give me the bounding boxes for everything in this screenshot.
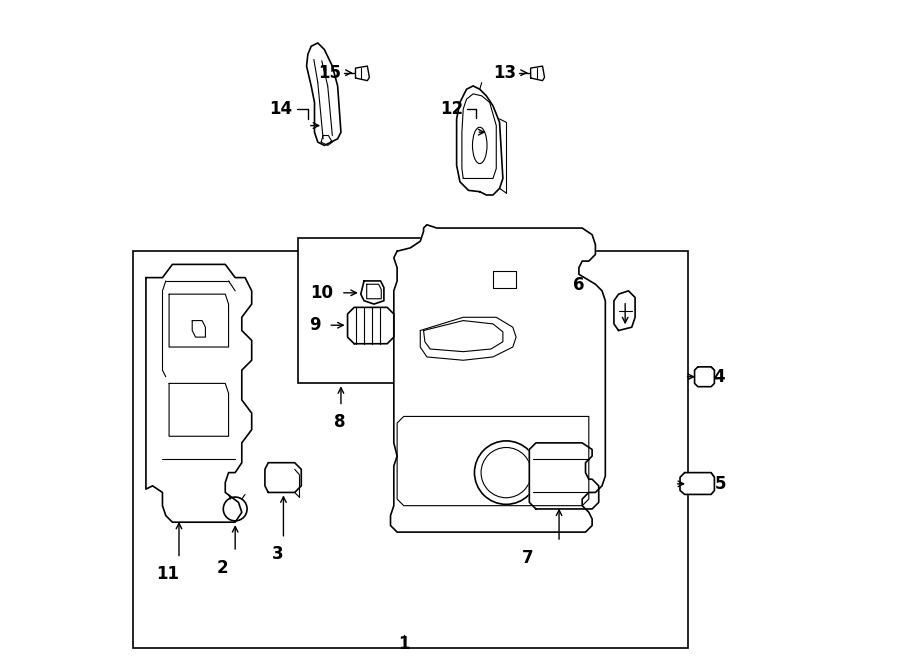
Polygon shape: [356, 66, 369, 81]
Text: 15: 15: [318, 63, 341, 82]
Text: 9: 9: [310, 316, 321, 334]
Circle shape: [482, 447, 531, 498]
Polygon shape: [529, 443, 598, 509]
Text: 7: 7: [522, 549, 534, 566]
Polygon shape: [695, 367, 715, 387]
Circle shape: [474, 441, 538, 504]
Text: 11: 11: [157, 565, 179, 583]
Ellipse shape: [472, 127, 487, 163]
Circle shape: [223, 497, 248, 521]
Text: 12: 12: [440, 100, 464, 118]
Polygon shape: [307, 43, 341, 145]
Polygon shape: [456, 86, 503, 195]
Text: 5: 5: [715, 475, 726, 493]
Text: 2: 2: [216, 559, 228, 576]
Text: 8: 8: [334, 413, 346, 431]
Polygon shape: [361, 281, 384, 304]
Text: 4: 4: [713, 368, 725, 386]
Polygon shape: [146, 264, 252, 522]
Text: 3: 3: [273, 545, 284, 563]
Bar: [132, 251, 688, 648]
Bar: [298, 238, 424, 383]
Text: 13: 13: [493, 63, 516, 82]
Polygon shape: [680, 473, 715, 494]
Polygon shape: [391, 225, 606, 532]
Text: 1: 1: [398, 635, 410, 653]
Text: 10: 10: [310, 284, 334, 302]
Text: 14: 14: [270, 100, 292, 118]
Polygon shape: [614, 291, 635, 330]
Polygon shape: [265, 463, 302, 492]
Polygon shape: [347, 307, 394, 344]
Text: 6: 6: [573, 276, 585, 294]
Polygon shape: [531, 66, 544, 81]
